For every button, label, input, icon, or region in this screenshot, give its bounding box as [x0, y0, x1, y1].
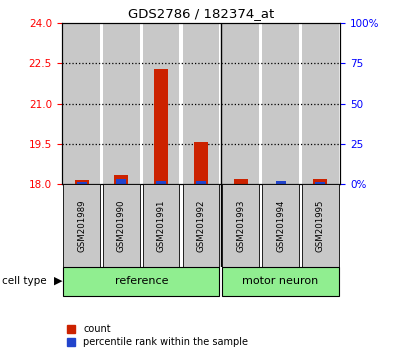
Bar — [316, 182, 326, 184]
Bar — [275, 181, 286, 184]
Bar — [63, 184, 100, 267]
Bar — [234, 179, 248, 184]
Bar — [262, 23, 299, 184]
Text: GSM201991: GSM201991 — [157, 199, 166, 252]
Bar — [143, 184, 179, 267]
Bar — [222, 267, 339, 296]
Bar — [302, 184, 339, 267]
Bar — [154, 69, 168, 184]
Bar — [156, 181, 166, 184]
Text: reference: reference — [115, 276, 168, 286]
Bar — [103, 184, 140, 267]
Bar — [196, 181, 206, 184]
Bar — [302, 23, 339, 184]
Bar — [222, 184, 259, 267]
Bar — [194, 142, 208, 184]
Text: GSM201995: GSM201995 — [316, 199, 325, 252]
Bar — [115, 175, 129, 184]
Bar — [314, 179, 328, 184]
Text: GSM201992: GSM201992 — [197, 199, 205, 252]
Bar — [222, 23, 259, 184]
Text: ▶: ▶ — [54, 276, 62, 286]
Bar — [63, 23, 100, 184]
Text: cell type: cell type — [2, 276, 47, 286]
Bar — [75, 180, 89, 184]
Legend: count, percentile rank within the sample: count, percentile rank within the sample — [66, 325, 248, 347]
Bar — [103, 23, 140, 184]
Text: GSM201993: GSM201993 — [236, 199, 245, 252]
Text: GSM201990: GSM201990 — [117, 199, 126, 252]
Bar — [117, 179, 127, 184]
Bar — [77, 182, 87, 184]
Text: GSM201994: GSM201994 — [276, 199, 285, 252]
Bar — [143, 23, 179, 184]
Text: motor neuron: motor neuron — [242, 276, 319, 286]
Bar — [63, 267, 219, 296]
Text: GSM201989: GSM201989 — [77, 199, 86, 252]
Title: GDS2786 / 182374_at: GDS2786 / 182374_at — [128, 7, 274, 21]
Bar — [183, 23, 219, 184]
Bar — [262, 184, 299, 267]
Bar — [183, 184, 219, 267]
